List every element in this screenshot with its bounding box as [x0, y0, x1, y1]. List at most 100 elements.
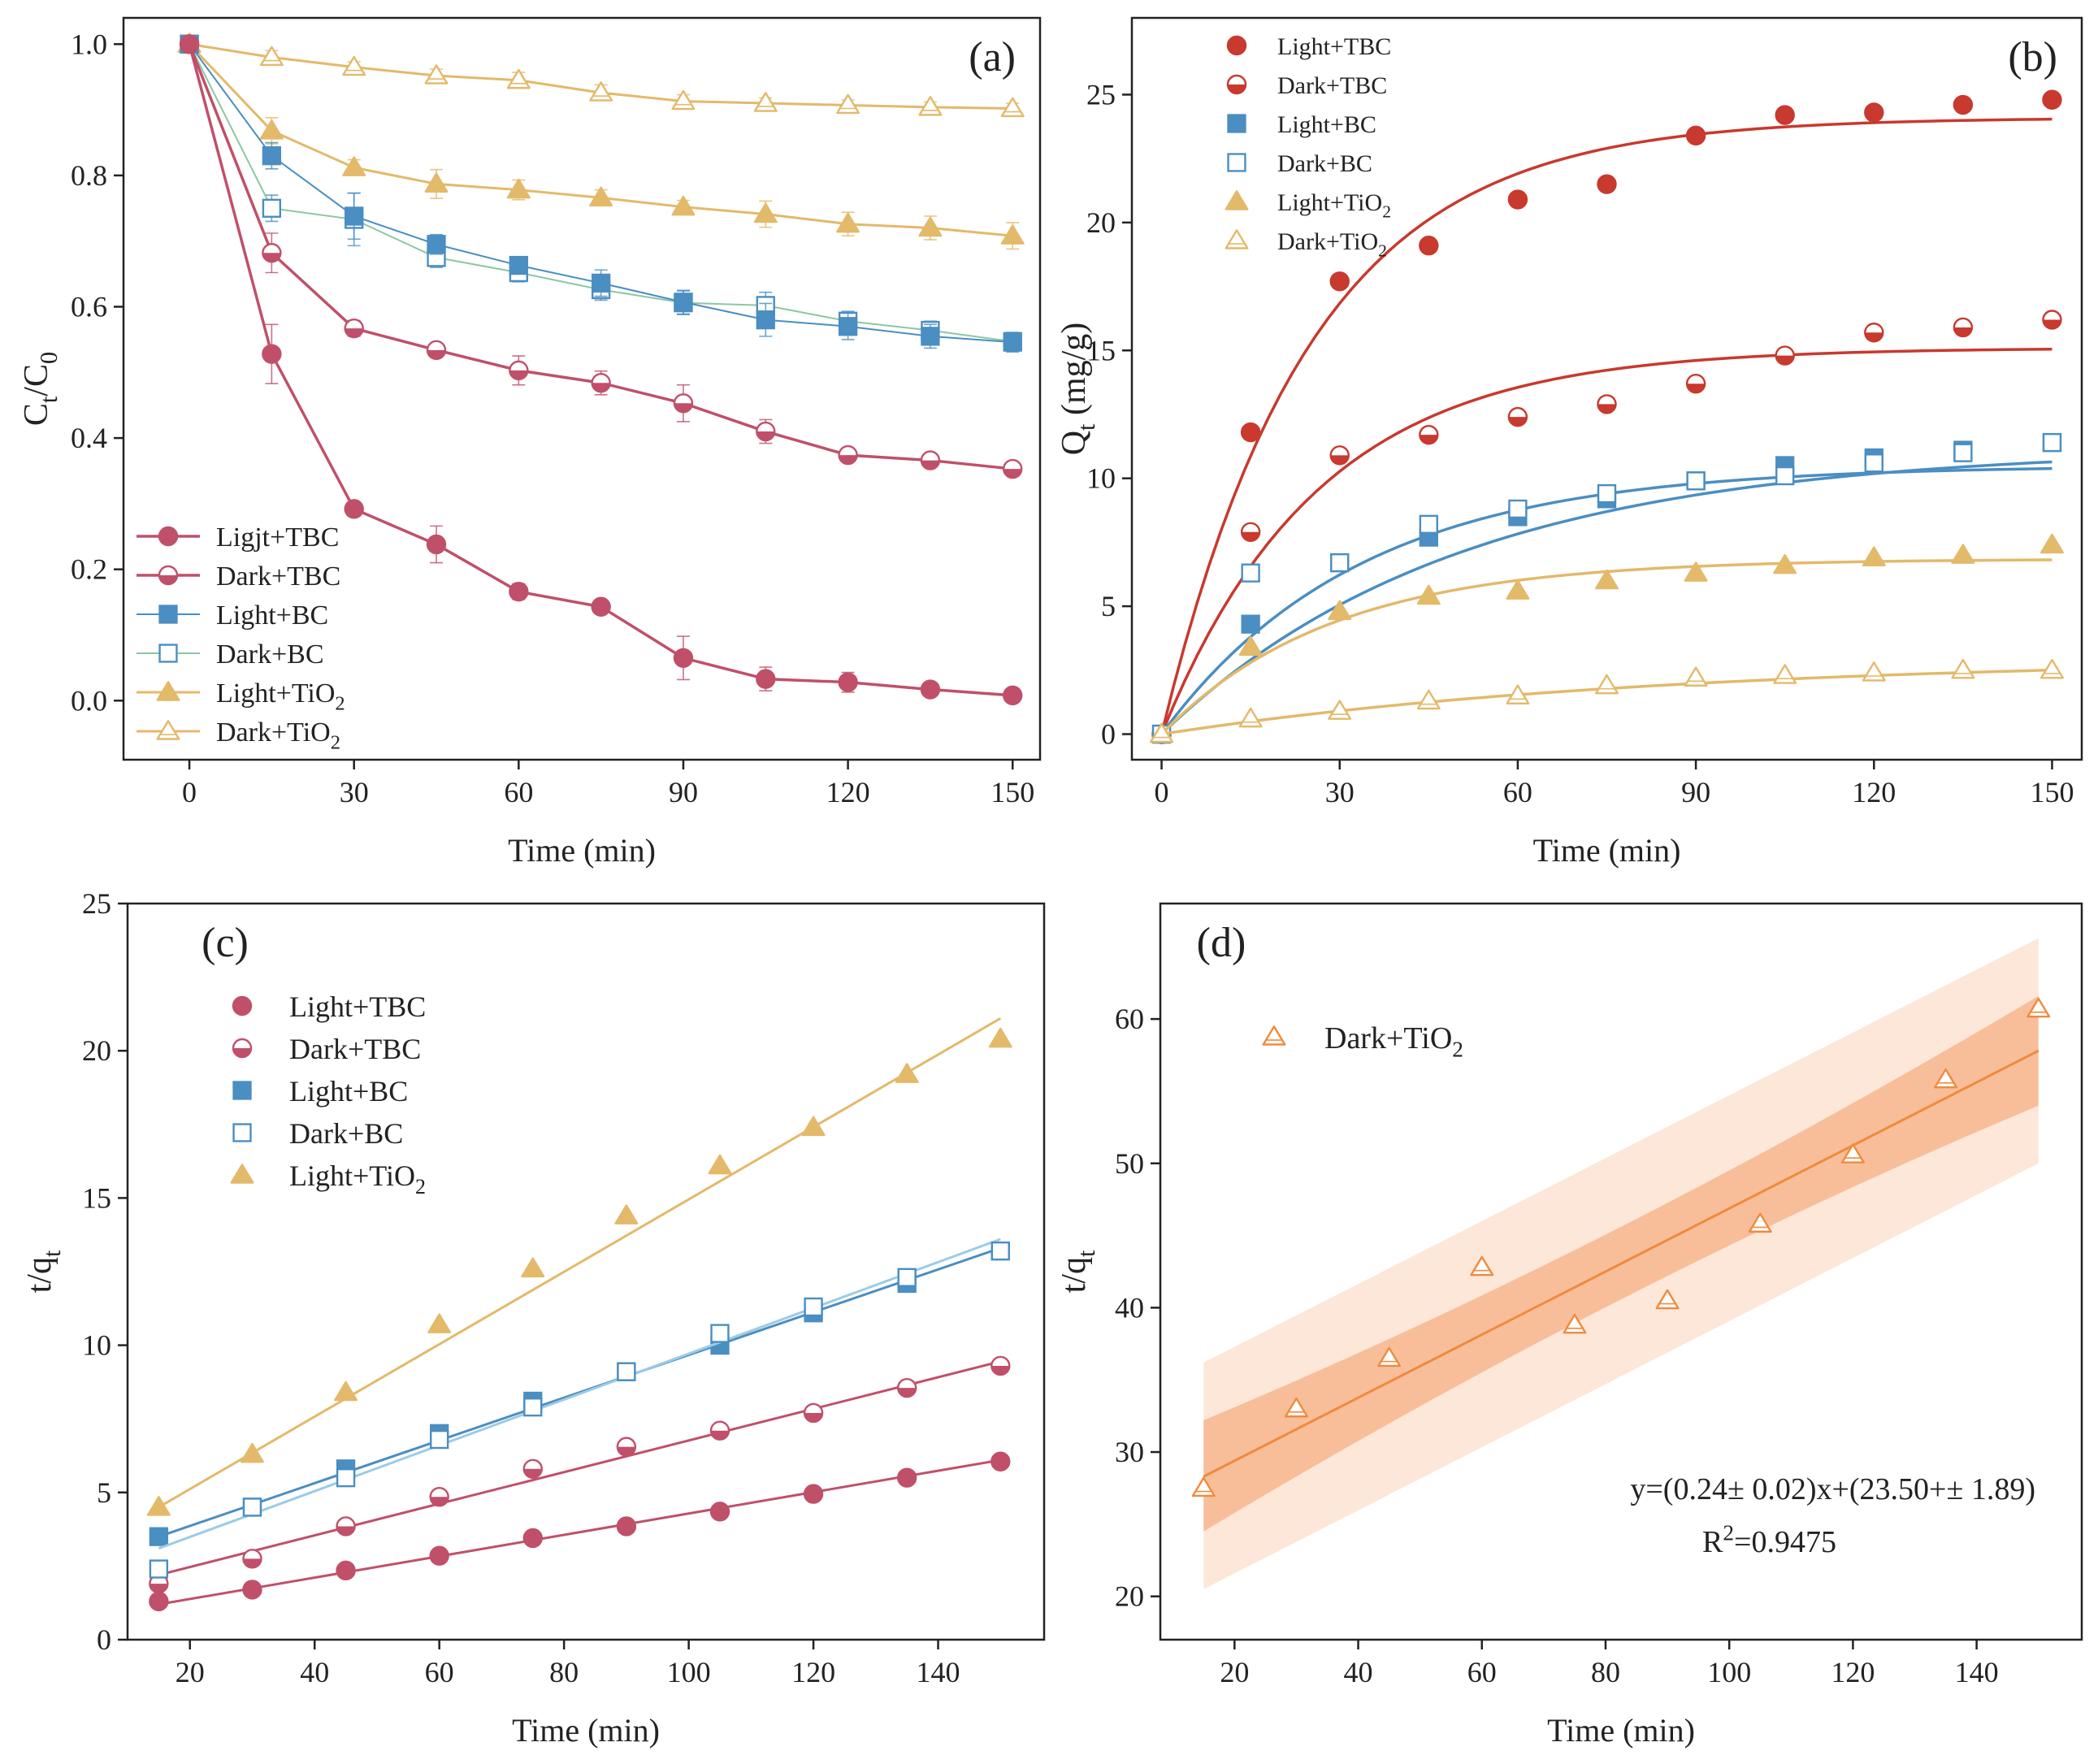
- legend-label-part: Light+TBC: [1277, 33, 1391, 60]
- data-point-half: [839, 455, 857, 465]
- series-Dark+TBC: [149, 1355, 1011, 1594]
- y-tick-label: 0.4: [71, 422, 107, 454]
- data-point-shape: [710, 1324, 730, 1343]
- legend-marker: [1227, 153, 1246, 172]
- x-axis-label: Time (min): [508, 832, 656, 869]
- legend: Dark+TiO2​: [1262, 1021, 1463, 1062]
- data-point: [614, 1204, 639, 1224]
- legend-marker: [232, 1038, 253, 1059]
- data-point: [334, 1380, 358, 1402]
- data-point: [756, 669, 776, 689]
- data-point: [710, 1324, 730, 1343]
- data-point: [836, 212, 860, 233]
- legend-marker: [230, 1164, 254, 1184]
- fit-r-squared-part: =0.9475: [1734, 1525, 1836, 1559]
- y-axis-label-text: t/qt​: [21, 1250, 66, 1293]
- data-point: [1597, 483, 1617, 504]
- data-point-shape: [1508, 499, 1528, 519]
- data-point: [1377, 1346, 1402, 1367]
- legend-marker-shape: [232, 1123, 252, 1142]
- data-point: [753, 202, 778, 223]
- data-point: [2042, 89, 2062, 110]
- data-point: [616, 1437, 637, 1457]
- data-point: [344, 318, 364, 339]
- legend-label-part: 2: [415, 1175, 426, 1198]
- y-tick-label: 0.0: [71, 684, 107, 717]
- data-point-shape: [1684, 561, 1708, 582]
- y-tick-label: 20: [82, 1034, 111, 1067]
- legend-label-part: 2: [331, 732, 340, 754]
- legend-label: Dark+BC: [216, 639, 324, 670]
- data-point: [1238, 707, 1263, 728]
- x-tick-label: 150: [2030, 776, 2074, 808]
- data-point: [1000, 224, 1025, 245]
- y-axis-label-text-part: t: [38, 1250, 66, 1257]
- legend-marker-shape: [232, 995, 253, 1016]
- data-point: [896, 1467, 917, 1488]
- data-point: [1329, 445, 1350, 466]
- data-point: [345, 206, 364, 226]
- y-tick-label: 20: [1115, 1580, 1144, 1613]
- panel-label: (a): [969, 34, 1016, 80]
- data-point: [990, 1355, 1011, 1376]
- data-point: [1934, 1068, 1958, 1089]
- x-tick-label: 30: [1325, 776, 1355, 808]
- data-point: [1953, 94, 1974, 115]
- data-point-shape: [146, 1496, 171, 1516]
- data-point-shape: [838, 317, 858, 336]
- data-point: [591, 273, 611, 293]
- data-point: [671, 89, 696, 111]
- data-point: [149, 1573, 169, 1594]
- legend-label: Dark+TiO2​: [216, 717, 340, 754]
- data-point-shape: [509, 255, 528, 275]
- data-point: [262, 146, 282, 166]
- y-tick-label: 0.2: [71, 553, 107, 586]
- legend-marker-half: [1228, 85, 1246, 93]
- plot-frame: [1130, 16, 2083, 761]
- legend: Light+TBC Dark+TBC Light+BC Dark+BC Light+Ti…: [230, 990, 426, 1198]
- legend-label-part: Dark+TiO: [1324, 1021, 1452, 1055]
- data-point-half: [804, 1412, 823, 1422]
- legend-label: Light+BC: [1277, 111, 1376, 138]
- data-point-shape: [674, 293, 693, 312]
- data-point-shape: [1506, 579, 1530, 600]
- data-point-shape: [262, 146, 282, 166]
- data-point: [895, 1063, 919, 1083]
- data-point-half: [921, 460, 939, 470]
- data-point: [1595, 569, 1619, 590]
- data-point: [1328, 600, 1352, 621]
- legend-label-part: Light+TiO: [1277, 189, 1382, 216]
- data-point-half: [617, 1446, 635, 1456]
- data-point-shape: [1330, 553, 1350, 573]
- legend-label-part: Dark+TBC: [289, 1033, 421, 1065]
- x-tick-label: 40: [1344, 1656, 1373, 1688]
- data-point: [1864, 453, 1883, 473]
- data-point-shape: [179, 34, 200, 54]
- series-Dark+BC: [149, 1237, 1010, 1579]
- y-tick-label: 50: [1115, 1147, 1144, 1180]
- legend-label-part: Light+TBC: [289, 990, 426, 1023]
- data-point-shape: [1773, 553, 1797, 574]
- legend-marker: [1262, 1025, 1286, 1046]
- data-point-half: [710, 1430, 729, 1440]
- data-point: [1953, 317, 1974, 338]
- x-tick-label: 60: [504, 776, 533, 808]
- y-tick-label: 5: [1101, 590, 1116, 622]
- data-point-shape: [1419, 235, 1439, 256]
- data-point-shape: [614, 1204, 639, 1224]
- data-point: [838, 317, 858, 336]
- data-point: [1003, 332, 1022, 352]
- data-point-half: [509, 370, 528, 379]
- data-point: [242, 1549, 262, 1569]
- data-point: [589, 186, 613, 207]
- data-point: [589, 81, 613, 102]
- data-point-shape: [427, 235, 446, 254]
- data-point-shape: [242, 1497, 262, 1517]
- x-tick-label: 140: [917, 1656, 960, 1688]
- y-axis-label-text-part: C: [18, 403, 55, 426]
- data-point: [2042, 432, 2062, 453]
- data-point: [2026, 997, 2051, 1018]
- data-point-shape: [803, 1484, 824, 1504]
- fit-curve: [1160, 347, 2052, 735]
- series-Light+TiO2: [146, 1017, 1012, 1516]
